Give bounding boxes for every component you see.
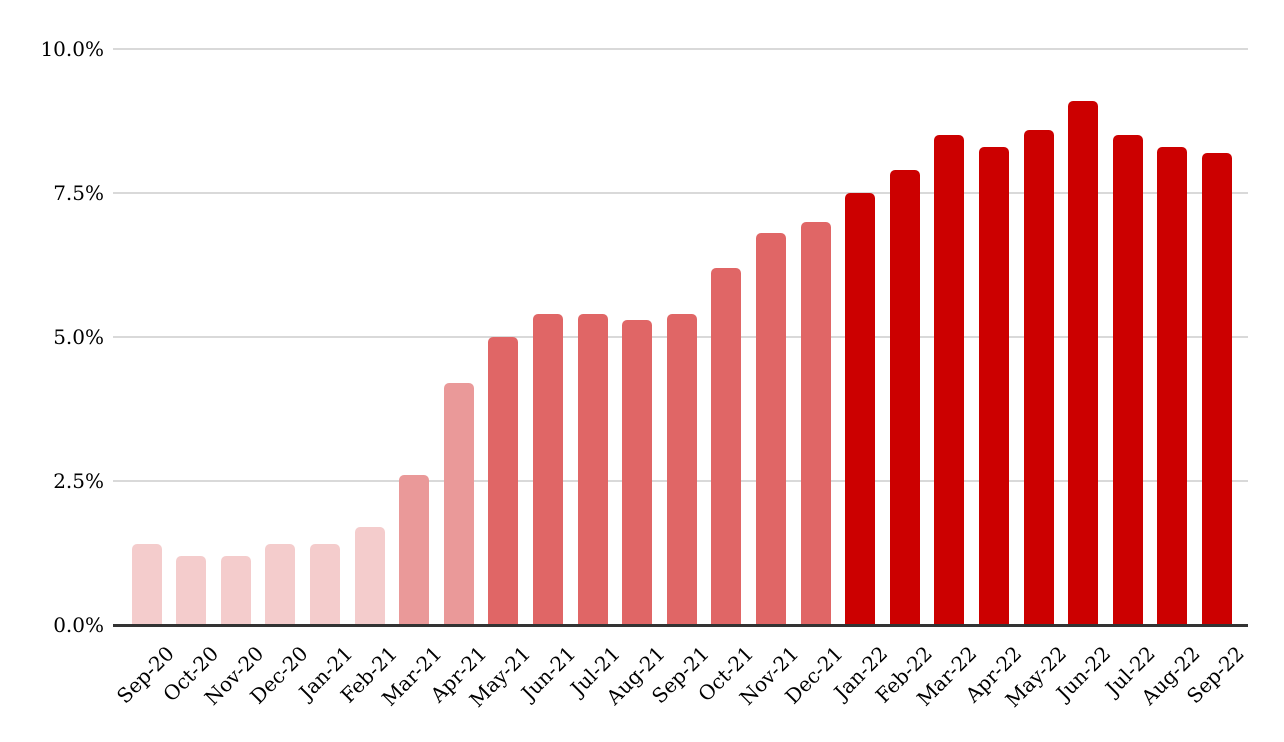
bar-Mar-21 [399,475,430,625]
bar-May-21 [488,337,519,625]
bar-Dec-21 [800,221,831,625]
bar-Aug-22 [1157,146,1188,625]
bar-Nov-20 [220,555,251,625]
bar-Jun-22 [1068,100,1099,625]
bar-May-22 [1023,129,1054,625]
y-tick-label: 5.0% [53,325,104,349]
bar-Dec-20 [265,544,296,625]
gridline-7.5% [113,192,1248,194]
y-tick-label: 0.0% [53,613,104,637]
bar-Oct-20 [176,555,207,625]
bar-Jun-21 [532,313,563,625]
bar-Jul-22 [1112,135,1143,625]
bar-Aug-21 [622,319,653,625]
bar-Sep-21 [666,313,697,625]
bar-Apr-22 [978,146,1009,625]
bar-Jul-21 [577,313,608,625]
bar-Sep-22 [1201,152,1232,625]
bar-Mar-22 [934,135,965,625]
gridline-10.0% [113,48,1248,50]
x-axis-line [113,624,1248,627]
bar-Sep-20 [131,544,162,625]
y-tick-label: 2.5% [53,469,104,493]
bar-Oct-21 [711,267,742,625]
bar-Feb-21 [354,527,385,625]
bar-Jan-22 [845,193,876,625]
bar-Jan-21 [309,544,340,625]
y-tick-label: 7.5% [53,181,104,205]
bar-Feb-22 [889,169,920,625]
y-tick-label: 10.0% [40,37,104,61]
bar-Nov-21 [755,233,786,625]
bar-Apr-21 [443,383,474,625]
